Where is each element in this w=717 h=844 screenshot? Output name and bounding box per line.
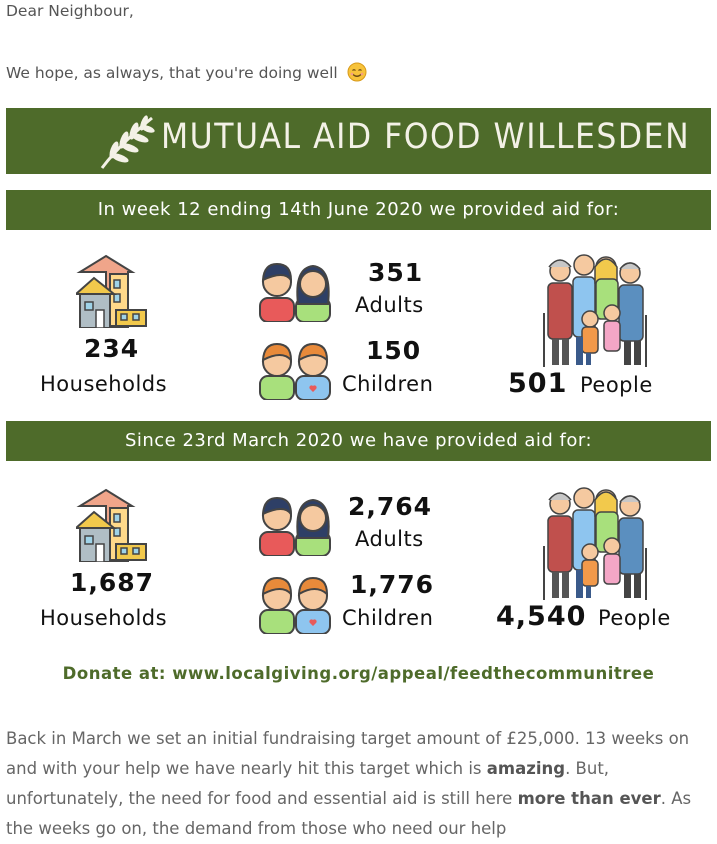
houses-icon [76, 488, 147, 562]
hope-text: We hope, as always, that you're doing we… [6, 62, 367, 82]
body-text-2: . But, unfortunately, the need for food … [6, 759, 610, 808]
banner-title: MUTUAL AID FOOD WILLESDEN [161, 117, 691, 157]
body-bold-amazing: amazing [486, 759, 566, 778]
body-text-1: Back in March we set an initial fundrais… [6, 729, 690, 778]
total-people-label: People [598, 606, 671, 630]
week-households-label: Households [40, 372, 168, 396]
houses-icon [76, 254, 147, 328]
week-children-label: Children [342, 372, 434, 396]
adults-icon [259, 262, 331, 322]
adults-icon [259, 496, 331, 556]
total-heading: Since 23rd March 2020 we have provided a… [6, 421, 711, 461]
family-icon [543, 487, 647, 600]
week-people-label: People [580, 373, 653, 397]
body-bold-more-than-ever: more than ever [517, 789, 661, 808]
total-adults-count: 2,764 [348, 492, 433, 521]
total-children-count: 1,776 [350, 570, 435, 599]
total-households-label: Households [40, 606, 168, 630]
children-icon [259, 576, 331, 634]
week-adults-label: Adults [355, 293, 424, 317]
week-adults-count: 351 [368, 258, 424, 287]
body-text-3: . As the weeks go on, the demand from th… [6, 789, 692, 838]
week-people-count: 501 [508, 368, 568, 399]
total-children-label: Children [342, 606, 434, 630]
week-heading: In week 12 ending 14th June 2020 we prov… [6, 190, 711, 230]
olive-branch-icon [100, 115, 155, 169]
week-households-count: 234 [84, 334, 140, 363]
total-people-count: 4,540 [496, 601, 587, 632]
body-paragraph: Back in March we set an initial fundrais… [6, 724, 712, 844]
smiling-face-icon [347, 62, 367, 82]
donate-link[interactable]: Donate at: www.localgiving.org/appeal/fe… [62, 664, 655, 683]
total-households-count: 1,687 [70, 568, 155, 597]
hope-line: We hope, as always, that you're doing we… [6, 64, 338, 82]
week-children-count: 150 [366, 336, 422, 365]
total-adults-label: Adults [355, 527, 424, 551]
header-banner: MUTUAL AID FOOD WILLESDEN [6, 108, 711, 174]
children-icon [259, 342, 331, 400]
family-icon [543, 254, 647, 367]
greeting-text: Dear Neighbour, [6, 2, 134, 20]
